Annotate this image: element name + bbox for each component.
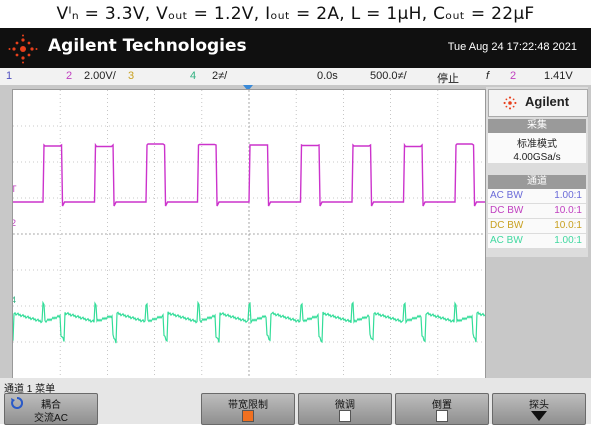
channel-probe-ratio: 10.0:1: [554, 205, 582, 216]
channel-row-3: DC BW 10.0:1: [488, 219, 586, 233]
trigger-level-marker: T: [13, 184, 17, 194]
acquisition-info: 标准模式 4.00GSa/s: [488, 133, 586, 163]
ch4-output-ripple-trace: [13, 300, 485, 344]
waveform-graticule: [13, 90, 485, 378]
sample-rate: 4.00GSa/s: [513, 152, 561, 163]
trigger-position-marker-icon: [243, 85, 253, 91]
fine-adjust-checkbox[interactable]: [339, 410, 351, 422]
rotate-knob-icon: [11, 397, 23, 409]
oscilloscope-screen: Agilent Technologies Tue Aug 24 17:22:48…: [0, 28, 591, 425]
waveform-display[interactable]: T 2 4: [12, 89, 486, 379]
ch3-indicator[interactable]: 3: [128, 70, 135, 82]
invert-label: 倒置: [432, 400, 452, 411]
coupling-softkey[interactable]: 耦合 交流AC: [4, 393, 98, 425]
ch4-indicator[interactable]: 4: [190, 70, 197, 82]
timestamp: Tue Aug 24 17:22:48 2021: [447, 41, 577, 53]
trigger-level: 1.41V: [544, 70, 573, 82]
ch1-indicator[interactable]: 1: [6, 70, 13, 82]
coupling-label: 耦合: [41, 400, 61, 411]
panel-brand: Agilent: [525, 94, 570, 109]
ch2-indicator[interactable]: 2: [66, 70, 73, 82]
channel-probe-ratio: 10.0:1: [554, 220, 582, 231]
time-scale: 500.0≠/: [370, 70, 407, 82]
acquisition-mode: 标准模式: [517, 139, 557, 150]
probe-label: 探头: [529, 400, 549, 411]
info-panel: Agilent 采集 标准模式 4.00GSa/s 通道 AC BW 1.00:1…: [486, 87, 588, 257]
acquisition-title: 采集: [488, 119, 586, 133]
invert-checkbox[interactable]: [436, 410, 448, 422]
channel-row-1: AC BW 1.00:1: [488, 189, 586, 203]
agilent-spark-logo-icon: [8, 34, 38, 64]
run-state: 停止: [437, 73, 459, 85]
channel-coupling: DC BW: [490, 220, 524, 231]
brand-name: Agilent Technologies: [48, 36, 247, 56]
figure-caption: Vᴵₙ = 3.3V, Vₒᵤₜ = 1.2V, Iₒᵤₜ = 2A, L = …: [56, 4, 535, 24]
panel-logo: Agilent: [488, 89, 588, 117]
bandwidth-limit-checkbox[interactable]: [242, 410, 254, 422]
channel-coupling: AC BW: [490, 235, 523, 246]
submenu-arrow-icon: [531, 411, 547, 421]
ch2-scale: 2.00V/: [84, 70, 116, 82]
bandwidth-limit-label: 带宽限制: [228, 400, 268, 411]
fine-adjust-label: 微调: [335, 400, 355, 411]
channel-coupling: AC BW: [490, 190, 523, 201]
fine-adjust-softkey[interactable]: 微调: [298, 393, 392, 425]
menu-title: 通道 1 菜单: [4, 384, 56, 395]
ch4-ground-marker: 4: [13, 295, 16, 305]
channels-title: 通道: [488, 175, 586, 189]
channel-row-2: DC BW 10.0:1: [488, 204, 586, 218]
channel-coupling: DC BW: [490, 205, 524, 216]
ch2-ground-marker: 2: [13, 218, 16, 228]
channel-row-4: AC BW 1.00:1: [488, 234, 586, 248]
coupling-value: 交流AC: [34, 413, 68, 424]
agilent-spark-icon: [503, 96, 517, 110]
probe-softkey[interactable]: 探头: [492, 393, 586, 425]
trigger-slope-icon: f: [486, 70, 490, 82]
ch2-switch-node-trace: [13, 142, 485, 207]
invert-softkey[interactable]: 倒置: [395, 393, 489, 425]
channel-probe-ratio: 1.00:1: [554, 235, 582, 246]
channel-status-bar: 1 2 2.00V/ 3 4 2≠/ 0.0s 500.0≠/ 停止 f 2 1…: [0, 68, 591, 85]
title-bar: Agilent Technologies Tue Aug 24 17:22:48…: [0, 28, 591, 68]
trigger-channel: 2: [510, 70, 517, 82]
bandwidth-limit-softkey[interactable]: 带宽限制: [201, 393, 295, 425]
softkey-menu: 通道 1 菜单 耦合 交流AC 带宽限制 微调 倒置 探头: [0, 378, 591, 425]
channel-probe-ratio: 1.00:1: [554, 190, 582, 201]
time-offset: 0.0s: [317, 70, 338, 82]
ch4-scale: 2≠/: [212, 70, 228, 82]
